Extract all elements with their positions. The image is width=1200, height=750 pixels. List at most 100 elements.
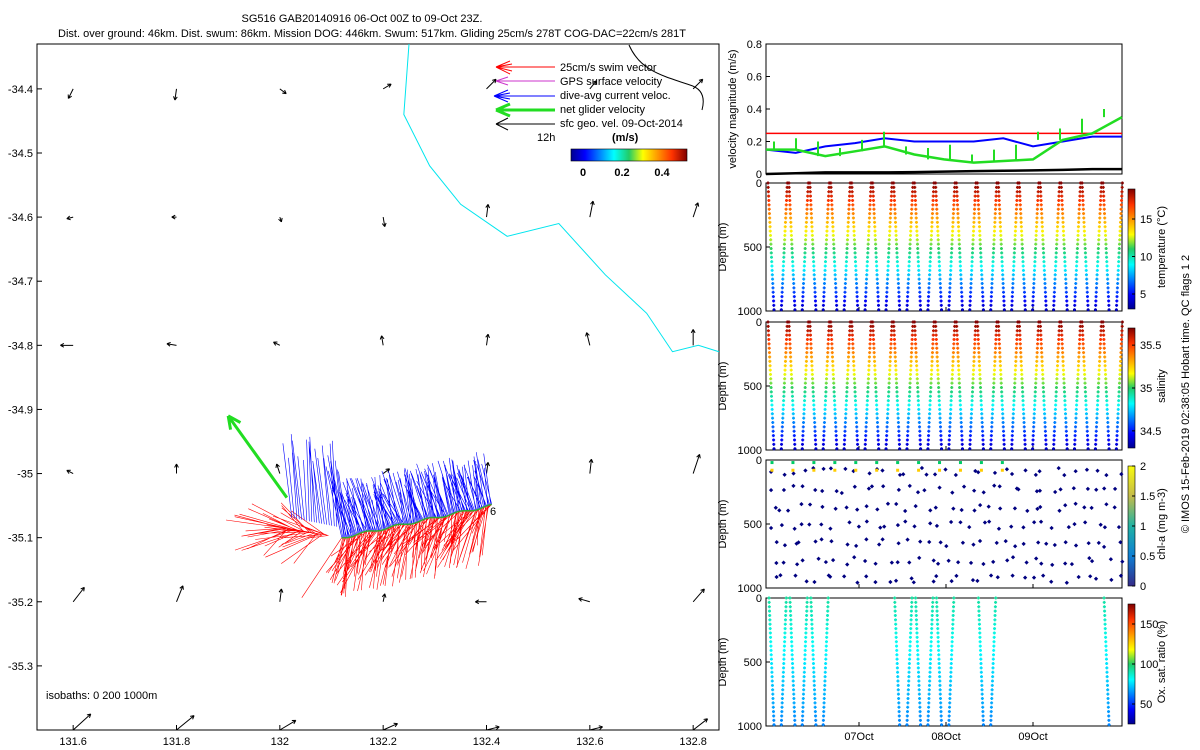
salinity-point xyxy=(894,377,898,381)
temperature-point xyxy=(886,260,890,264)
oxygen-point xyxy=(906,688,910,692)
temperature-point xyxy=(1065,299,1069,303)
temperature-point xyxy=(1013,229,1017,233)
map-axes-box xyxy=(36,43,720,731)
temperature-point xyxy=(897,295,901,299)
salinity-point xyxy=(824,381,828,385)
temperature-point xyxy=(1060,198,1064,202)
salinity-point xyxy=(1086,447,1090,451)
temperature-point xyxy=(1044,303,1048,307)
chla-point xyxy=(1013,544,1018,549)
chla-point xyxy=(992,483,997,488)
salinity-point xyxy=(998,359,1002,363)
salinity-point xyxy=(792,421,796,425)
oxygen-point xyxy=(768,613,772,617)
salinity-point xyxy=(1073,438,1077,442)
temperature-point xyxy=(866,251,870,255)
salinity-point xyxy=(958,390,962,394)
salinity-point xyxy=(847,351,851,355)
chla-point xyxy=(770,461,774,465)
oxygen-point xyxy=(768,631,772,635)
temperature-point xyxy=(1020,247,1024,251)
temperature-point xyxy=(868,194,872,198)
chla-point xyxy=(1023,468,1028,473)
temperature-point xyxy=(989,308,993,312)
salinity-point xyxy=(1002,434,1006,438)
salinity-point xyxy=(1082,355,1086,359)
oxygen-point xyxy=(979,670,983,674)
chla-point xyxy=(1056,466,1061,471)
oxygen-point xyxy=(801,701,805,705)
oxygen-point xyxy=(1104,657,1108,661)
salinity-point xyxy=(1077,359,1081,363)
salinity-point xyxy=(1116,412,1120,416)
temperature-point xyxy=(950,238,954,242)
chla-y-tick-label: 1000 xyxy=(738,583,762,595)
salinity-point xyxy=(788,346,792,350)
oxygen-point xyxy=(949,662,953,666)
oxygen-point xyxy=(803,666,807,670)
temperature-point xyxy=(1010,299,1014,303)
oxygen-point xyxy=(918,714,922,718)
salinity-point xyxy=(928,412,932,416)
temperature-point xyxy=(909,216,913,220)
chla-point xyxy=(978,502,983,508)
salinity-point xyxy=(889,346,893,350)
date-tick-label: 08Oct xyxy=(931,731,960,743)
salinity-point xyxy=(1095,407,1099,411)
salinity-point xyxy=(770,394,774,398)
oxygen-point xyxy=(789,635,793,639)
oxygen-point xyxy=(823,675,827,679)
salinity-point xyxy=(1055,368,1059,372)
chla-point xyxy=(781,487,787,493)
salinity-point xyxy=(950,390,954,394)
temperature-point xyxy=(804,225,808,229)
temperature-y-tick-label: 1000 xyxy=(738,306,762,318)
salinity-point xyxy=(872,337,876,341)
temperature-point xyxy=(938,277,942,281)
salinity-point xyxy=(821,442,825,446)
temperature-point xyxy=(1065,303,1069,307)
temperature-point xyxy=(1042,251,1046,255)
temperature-point xyxy=(992,242,996,246)
temperature-point xyxy=(915,242,919,246)
salinity-point xyxy=(771,429,775,433)
salinity-point xyxy=(991,390,995,394)
oxygen-point xyxy=(1102,600,1106,604)
temperature-point xyxy=(1103,225,1107,229)
temperature-point xyxy=(804,238,808,242)
salinity-point xyxy=(978,368,982,372)
salinity-point xyxy=(1099,337,1103,341)
oxygen-point xyxy=(915,627,919,631)
temperature-point xyxy=(887,255,891,259)
temperature-point xyxy=(1065,308,1069,312)
salinity-point xyxy=(930,359,934,363)
temperature-point xyxy=(909,229,913,233)
oxygen-point xyxy=(825,631,829,635)
salinity-point xyxy=(790,386,794,390)
salinity-point xyxy=(865,399,869,403)
chla-point xyxy=(782,472,787,477)
salinity-point xyxy=(844,416,848,420)
salinity-point xyxy=(980,412,984,416)
temperature-point xyxy=(1035,207,1039,211)
salinity-point xyxy=(766,324,770,328)
salinity-point xyxy=(990,425,994,429)
salinity-point xyxy=(1115,442,1119,446)
geo-vector-arrow xyxy=(589,200,595,218)
chla-point xyxy=(938,461,942,465)
temperature-point xyxy=(1096,247,1100,251)
temperature-point xyxy=(791,277,795,281)
temperature-point xyxy=(809,198,813,202)
oxygen-point xyxy=(916,662,920,666)
salinity-point xyxy=(906,425,910,429)
temperature-point xyxy=(1083,247,1087,251)
temperature-point xyxy=(800,308,804,312)
salinity-point xyxy=(780,429,784,433)
temperature-point xyxy=(957,225,961,229)
temperature-point xyxy=(939,295,943,299)
salinity-point xyxy=(1080,320,1084,324)
temperature-point xyxy=(1063,268,1067,272)
oxygen-point xyxy=(991,675,995,679)
salinity-point xyxy=(994,333,998,337)
